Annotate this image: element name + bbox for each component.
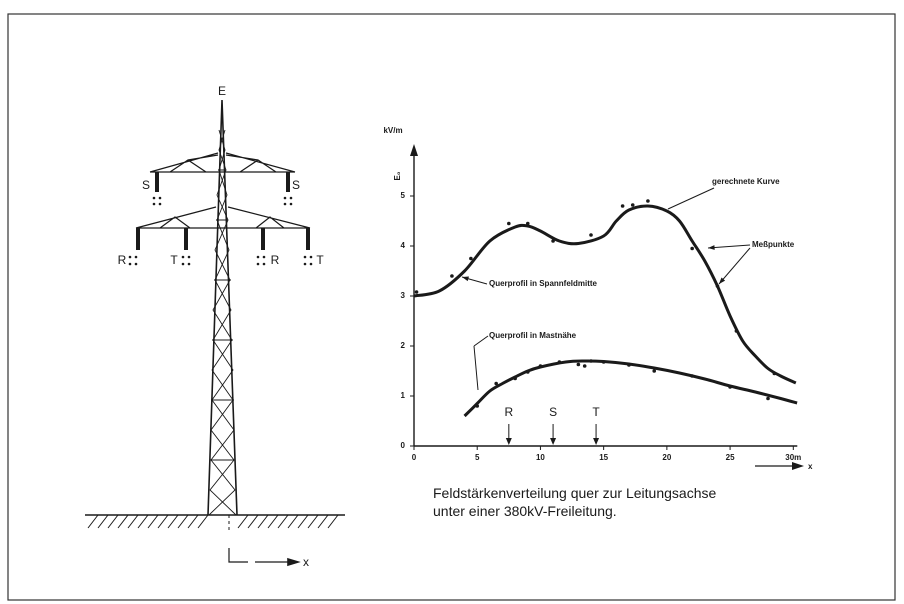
measured-point: [627, 363, 631, 367]
caption: unter einer 380kV-Freileitung.: [433, 503, 617, 519]
x-tick-label: 0: [412, 453, 417, 462]
measured-point: [450, 274, 454, 278]
phase-arrow: [550, 438, 557, 445]
tower-label: S: [142, 178, 150, 192]
leader-line: [707, 244, 751, 249]
measured-point: [589, 359, 593, 363]
leader-arrow: [462, 276, 469, 282]
tower-label: R: [118, 253, 127, 267]
phase-label: T: [592, 405, 600, 419]
measured-point: [525, 221, 530, 226]
measured-point: [582, 364, 587, 368]
measured-point: [513, 376, 517, 381]
series-label: Querprofil in Spannfeldmitte: [489, 279, 598, 288]
curve: [463, 359, 798, 418]
measured-point: [652, 369, 657, 373]
leader-arrow: [719, 277, 726, 284]
measured-point: [601, 360, 606, 364]
measured-point: [715, 284, 720, 288]
series-label: Querprofil in Mastnähe: [489, 331, 577, 340]
y-axis-label: E₀: [393, 171, 402, 180]
frame: [7, 13, 896, 601]
measured-point: [557, 360, 562, 364]
insulator-dots: [128, 196, 313, 266]
phase-label: S: [549, 405, 557, 419]
measured-point: [469, 256, 473, 261]
tower-label: T: [316, 253, 324, 267]
y-tick-label: 2: [401, 341, 406, 350]
measured-point: [576, 362, 581, 367]
measured-point: [728, 385, 732, 389]
measured-point: [690, 246, 694, 251]
y-tick-label: 1: [401, 391, 406, 400]
y-tick-label: 4: [401, 241, 406, 250]
leader-line: [473, 335, 489, 347]
annotation: Meßpunkte: [752, 240, 795, 249]
measured-point: [772, 371, 777, 376]
leader-line: [667, 187, 715, 210]
x-tick-label: 25: [726, 453, 735, 462]
measured-point: [646, 199, 650, 203]
x-direction-arrow: [792, 462, 804, 470]
x-tick-label: 10: [536, 453, 545, 462]
x-tick-label: 15: [599, 453, 608, 462]
measured-point: [589, 233, 593, 237]
measured-point: [494, 381, 498, 386]
y-unit: kV/m: [383, 126, 402, 135]
measured-point: [690, 374, 694, 378]
measured-point: [551, 239, 555, 243]
y-tick-label: 5: [401, 191, 406, 200]
measured-point: [630, 203, 635, 207]
measured-point: [734, 329, 739, 333]
measured-point: [620, 204, 625, 208]
y-axis-arrow: [410, 144, 418, 156]
phase-arrow: [593, 438, 600, 445]
leader-line: [718, 247, 751, 285]
measured-point: [414, 290, 419, 294]
measured-point: [507, 221, 511, 226]
x-tick-label: 30m: [785, 453, 801, 462]
phase-label: R: [504, 405, 513, 419]
tower-label: E: [218, 84, 226, 98]
tower-axis-label: x: [303, 555, 309, 569]
phase-arrow: [505, 438, 512, 445]
x-tick-label: 20: [662, 453, 671, 462]
leader-line: [473, 345, 479, 391]
x-tick-label: 5: [475, 453, 480, 462]
tower-drawing: [85, 99, 345, 567]
y-tick-label: 0: [401, 441, 406, 450]
measured-point: [525, 370, 530, 374]
measured-point: [538, 364, 543, 368]
leader-arrow: [708, 245, 715, 250]
tower-label: R: [271, 253, 280, 267]
caption: Feldstärkenverteilung quer zur Leitungsa…: [433, 485, 716, 501]
x-axis-label: x: [808, 462, 813, 471]
annotation: gerechnete Kurve: [712, 177, 780, 186]
curve: [413, 204, 797, 385]
measured-point: [766, 396, 770, 401]
y-tick-label: 3: [401, 291, 406, 300]
measured-point: [475, 404, 480, 408]
tower-label: T: [170, 253, 178, 267]
tower-label: S: [292, 178, 300, 192]
